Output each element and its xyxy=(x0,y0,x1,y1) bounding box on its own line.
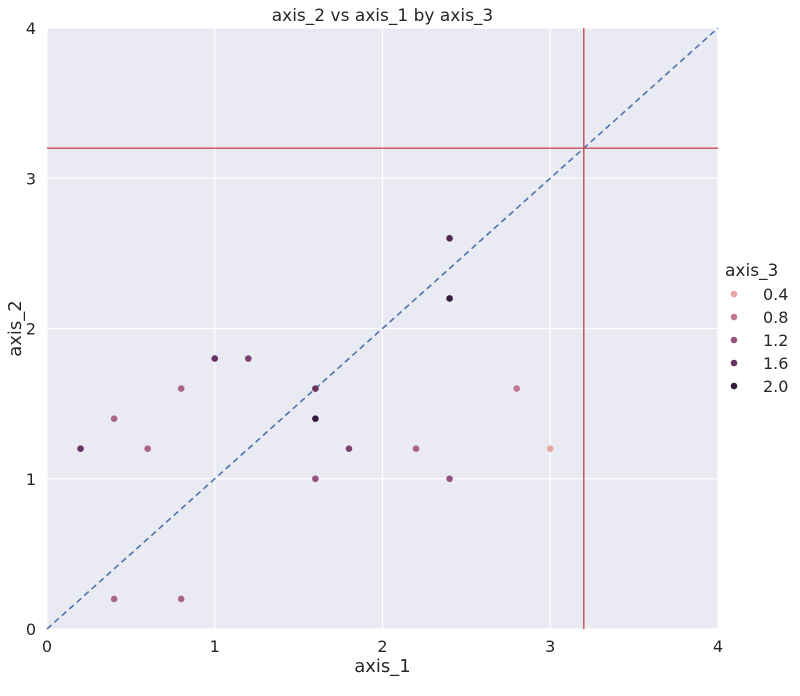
y-tick-label: 3 xyxy=(26,169,36,188)
data-point xyxy=(312,415,319,422)
identity-line xyxy=(46,27,719,630)
legend-title: axis_3 xyxy=(725,261,778,281)
data-point xyxy=(144,445,151,453)
y-tick-label: 0 xyxy=(26,620,36,639)
data-point xyxy=(110,415,118,422)
data-point xyxy=(177,385,185,392)
y-tick-label: 4 xyxy=(26,19,36,38)
x-tick-label: 3 xyxy=(545,637,555,656)
x-tick-label: 1 xyxy=(210,637,220,656)
legend-marker xyxy=(730,359,738,367)
data-point xyxy=(211,355,219,362)
legend-marker xyxy=(730,290,738,298)
x-tick-labels: 0 1 2 3 4 xyxy=(42,637,723,656)
legend-label: 0.8 xyxy=(763,308,788,327)
legend-label: 1.2 xyxy=(763,331,788,350)
chart-title: axis_2 vs axis_1 by axis_3 xyxy=(272,6,494,26)
legend-label: 0.4 xyxy=(763,285,788,304)
y-tick-labels: 0 1 2 3 4 xyxy=(26,19,36,639)
data-point xyxy=(546,445,554,453)
data-point xyxy=(345,445,353,453)
reference-lines xyxy=(46,27,719,630)
data-point xyxy=(312,475,319,483)
x-tick-label: 2 xyxy=(377,637,387,656)
x-tick-label: 0 xyxy=(42,637,52,656)
legend: axis_3 0.4 0.8 1.2 1.6 2.0 xyxy=(725,261,788,396)
data-point xyxy=(77,445,84,453)
data-point xyxy=(245,355,252,362)
x-axis-label: axis_1 xyxy=(354,656,411,677)
y-axis-label: axis_2 xyxy=(5,300,26,357)
legend-marker xyxy=(730,313,738,321)
data-points xyxy=(77,235,554,603)
y-tick-label: 2 xyxy=(26,320,36,339)
data-point xyxy=(177,595,185,603)
legend-marker xyxy=(730,336,738,344)
data-point xyxy=(446,475,453,483)
data-point xyxy=(312,385,319,392)
x-tick-label: 4 xyxy=(713,637,723,656)
y-tick-label: 1 xyxy=(26,470,36,489)
legend-marker xyxy=(730,382,738,390)
data-point xyxy=(513,385,520,392)
data-point xyxy=(446,295,453,302)
data-point xyxy=(110,595,118,603)
data-point xyxy=(446,235,453,242)
legend-label: 1.6 xyxy=(763,354,788,373)
data-point xyxy=(412,445,420,453)
legend-label: 2.0 xyxy=(763,377,788,396)
